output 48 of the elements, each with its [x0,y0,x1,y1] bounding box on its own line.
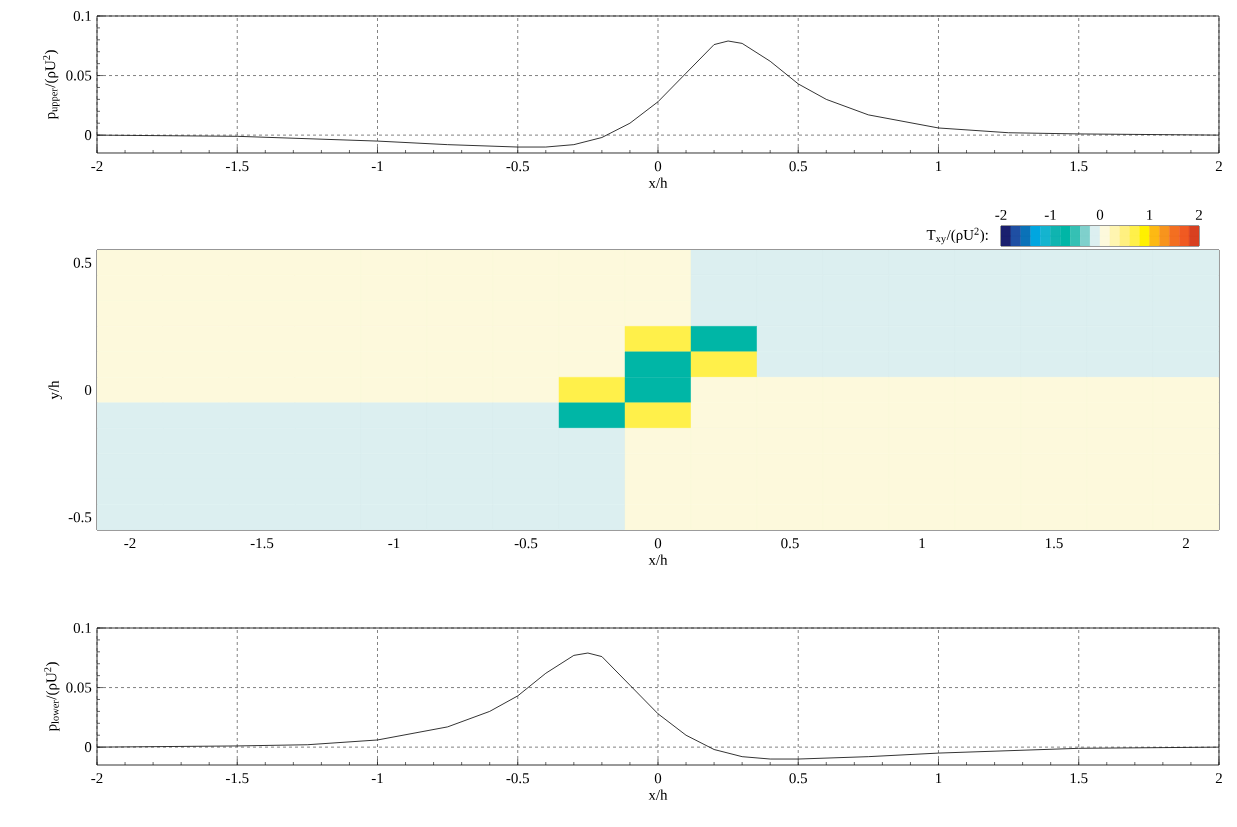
color-bar-title: T$_{xy}$/(ρU$^{2}$): [926,227,988,245]
x-tick-label: -2 [124,538,136,549]
x-tick-label: 1.5 [1070,773,1088,784]
y-tick-label: -0.5 [68,512,92,523]
x-tick-label: 0 [654,773,662,784]
x-tick-label: -1 [388,538,400,549]
y-axis-title: p$_{upper}$/(ρU$^{2}$) [43,50,60,120]
x-tick-label: 0 [654,161,662,172]
y-axis-title: p$_{lower}$/(ρU$^{2}$) [44,662,60,732]
x-tick-label: -2 [91,773,103,784]
x-tick-label: -1.5 [225,773,249,784]
x-tick-label: 1 [919,538,925,549]
y-tick-label: 0.1 [73,10,91,22]
x-tick-label: 2 [1215,161,1222,172]
x-tick-label: -1.5 [225,161,249,172]
x-tick-label: 1.5 [1045,538,1063,549]
y-axis-title: y/h [48,380,62,400]
x-axis-title: x/h [648,177,668,188]
x-tick-label: -0.5 [506,773,529,784]
x-tick-label: -0.5 [506,161,529,172]
x-tick-label: 0.5 [789,773,807,784]
x-axis-title: x/h [648,554,668,565]
x-tick-label: 0.5 [789,161,807,172]
color-bar-label: 0 [1096,209,1104,220]
x-tick-label: 1 [936,773,942,784]
color-bar-label: -1 [1044,209,1056,220]
color-bar-label: 1 [1147,209,1153,220]
x-tick-label: 0 [654,538,662,549]
y-tick-label: 0.05 [66,682,92,693]
x-tick-label: 0.5 [781,538,799,549]
x-tick-label: -1 [371,161,383,172]
x-tick-label: 1 [936,161,942,172]
color-bar-label: -2 [995,209,1007,220]
x-tick-label: -1.5 [250,538,274,549]
x-axis-title: x/h [648,789,668,800]
x-tick-label: -2 [91,161,103,172]
x-tick-label: 1.5 [1070,161,1088,172]
x-tick-label: -1 [371,773,383,784]
y-tick-label: 0.1 [73,622,91,634]
y-tick-label: 0.05 [66,70,92,81]
x-tick-label: 2 [1182,538,1189,549]
y-tick-label: 0 [84,130,92,141]
x-tick-label: 2 [1215,773,1222,784]
color-bar-label: 2 [1195,209,1202,220]
y-tick-label: 0 [84,742,92,753]
x-tick-label: -0.5 [514,538,538,549]
y-tick-label: 0.5 [73,257,92,268]
y-tick-label: 0 [84,384,92,396]
